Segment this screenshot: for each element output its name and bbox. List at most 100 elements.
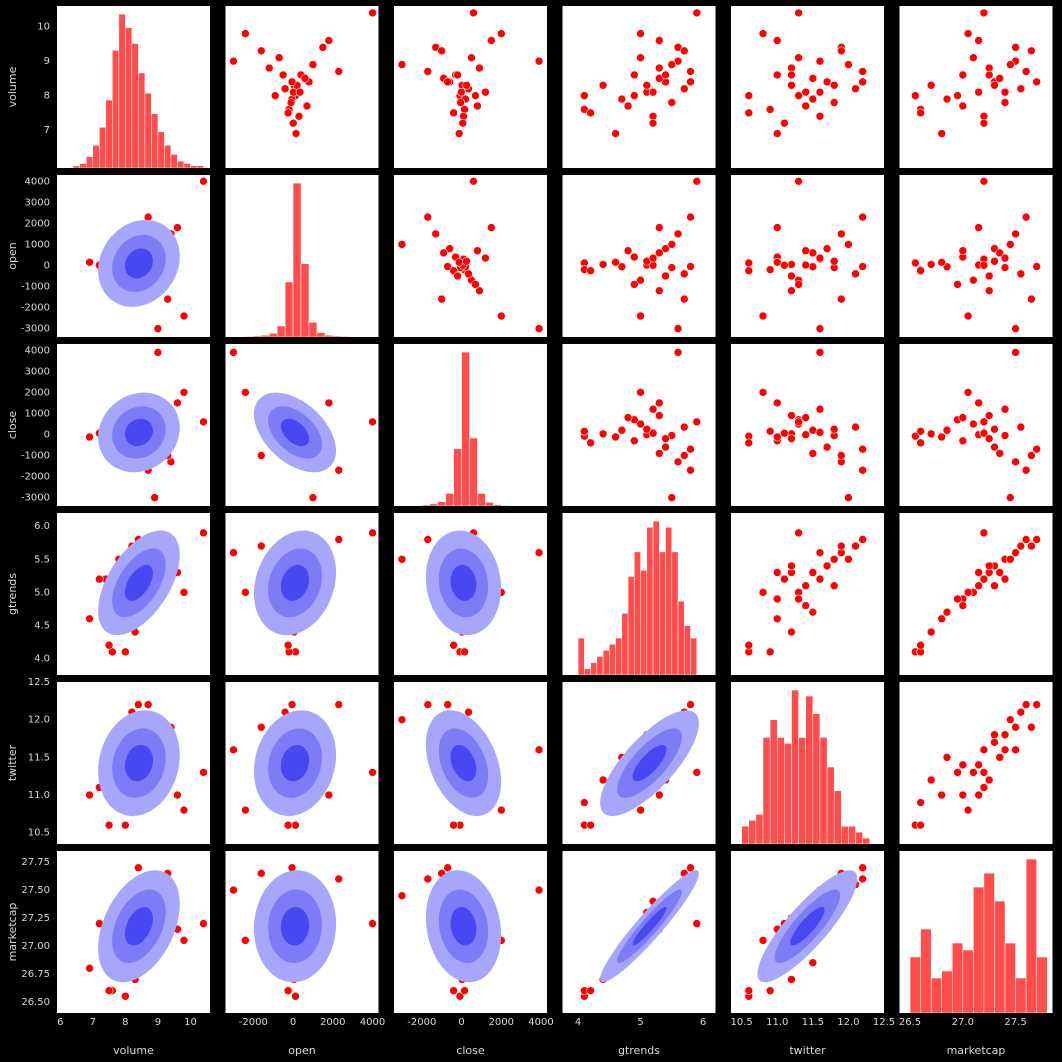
scatter-point	[916, 427, 925, 436]
histogram-bar	[421, 504, 431, 506]
scatter-point	[772, 398, 782, 408]
scatter-point	[963, 388, 973, 397]
histogram-bar	[131, 43, 139, 168]
histogram-bar	[477, 493, 486, 506]
scatter-point	[487, 223, 496, 232]
histogram-bar	[308, 322, 318, 337]
axis-label: gtrends	[6, 573, 19, 615]
scatter-point	[288, 118, 298, 128]
scatter-point	[445, 244, 454, 253]
scatter-point	[808, 449, 818, 458]
scatter-point	[199, 528, 208, 538]
histogram-bar	[183, 163, 191, 168]
scatter-point	[636, 388, 645, 397]
scatter-point	[661, 442, 670, 452]
scatter-point	[471, 280, 480, 289]
scatter-point	[953, 594, 962, 604]
scatter-point	[334, 700, 344, 709]
scatter-point	[758, 311, 768, 321]
scatter-point	[1000, 745, 1010, 755]
scatter-point	[787, 561, 796, 571]
histogram-bar	[1036, 956, 1048, 1013]
histogram-bar	[920, 928, 932, 1013]
scatter-point	[85, 258, 94, 267]
scatter-point	[580, 427, 589, 436]
scatter-point	[963, 29, 973, 38]
scatter-point	[787, 271, 796, 281]
y-tick-label: 5.5	[34, 554, 50, 565]
histogram-bar	[316, 332, 326, 337]
scatter-point	[926, 627, 936, 637]
scatter-point	[471, 91, 480, 100]
scatter-point	[636, 29, 645, 38]
histogram-bar	[445, 493, 454, 506]
scatter-point	[837, 46, 846, 56]
histogram-bar	[268, 333, 278, 337]
scatter-point	[801, 246, 811, 256]
scatter-point	[963, 311, 973, 321]
scatter-point	[1016, 707, 1026, 717]
scatter-point	[334, 465, 344, 475]
x-tick-label: 2000	[489, 1017, 514, 1028]
scatter-point	[153, 348, 163, 357]
scatter-point	[686, 700, 695, 709]
scatter-point	[984, 434, 994, 443]
scatter-point	[1011, 229, 1020, 239]
histogram-bar	[952, 942, 964, 1013]
scatter-point	[457, 87, 466, 97]
scatter-point	[534, 548, 544, 557]
scatter-point	[456, 98, 465, 107]
scatter-point	[801, 87, 811, 97]
scatter-point	[692, 919, 702, 928]
scatter-point	[264, 63, 274, 73]
scatter-point	[692, 8, 702, 18]
histogram-bar	[157, 131, 165, 168]
scatter-point	[334, 535, 344, 544]
scatter-point	[995, 248, 1005, 258]
scatter-point	[953, 280, 962, 289]
scatter-point	[487, 36, 496, 45]
scatter-point	[199, 768, 208, 777]
histogram-bar	[144, 93, 152, 168]
panel-content	[397, 528, 544, 657]
scatter-point	[744, 258, 754, 268]
scatter-point	[283, 108, 293, 118]
histogram-bar	[677, 600, 685, 675]
histogram-bar	[332, 335, 341, 337]
scatter-point	[308, 493, 318, 502]
scatter-point	[278, 70, 288, 80]
scatter-point	[979, 260, 989, 270]
scatter-point	[324, 398, 334, 408]
scatter-point	[772, 258, 782, 267]
scatter-point	[654, 248, 664, 258]
scatter-point	[368, 417, 377, 427]
scatter-point	[984, 411, 994, 420]
scatter-point	[611, 129, 620, 138]
scatter-point	[844, 60, 853, 69]
scatter-point	[274, 53, 284, 63]
scatter-point	[134, 863, 143, 873]
panel-content	[744, 348, 867, 502]
scatter-point	[617, 94, 627, 104]
x-tick-label: 8	[122, 1017, 128, 1028]
histogram-bar	[190, 165, 198, 168]
axis-label: marketcap	[947, 1044, 1006, 1057]
scatter-point	[984, 70, 994, 80]
x-tick-label: 11.0	[766, 1017, 788, 1028]
scatter-point	[636, 53, 645, 63]
scatter-point	[673, 229, 683, 239]
axis-label: volume	[6, 66, 19, 107]
scatter-point	[636, 805, 645, 815]
scatter-point	[744, 986, 754, 995]
y-tick-label: -2000	[21, 472, 50, 483]
scatter-point	[475, 63, 484, 73]
scatter-point	[990, 581, 999, 591]
scatter-point	[85, 790, 94, 800]
histogram-bar	[577, 637, 585, 675]
scatter-point	[460, 647, 469, 657]
histogram-bar	[777, 737, 785, 844]
scatter-point	[844, 493, 853, 502]
scatter-point	[758, 29, 768, 38]
scatter-point	[464, 707, 473, 717]
scatter-point	[397, 554, 407, 564]
